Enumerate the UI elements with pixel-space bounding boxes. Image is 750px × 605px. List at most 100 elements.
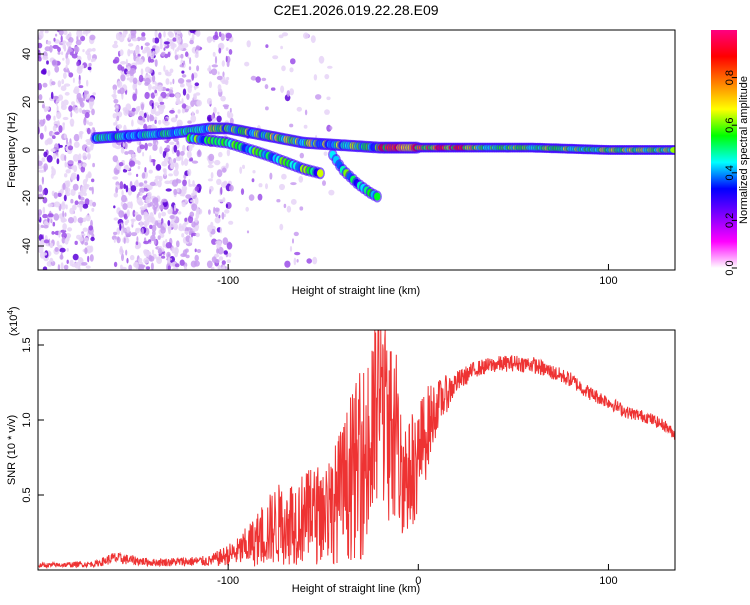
spectrogram-noise-blob — [132, 93, 137, 102]
spectrogram-noise-blob — [53, 192, 58, 199]
spectrogram-noise-blob — [51, 132, 56, 136]
spectrogram-noise-blob — [163, 41, 170, 45]
spectrogram-noise-blob — [121, 194, 127, 203]
spectrogram-noise-blob — [214, 31, 218, 39]
spectrogram-panel: -100 100 -40 -20 0 20 40 Height of straight l… — [6, 29, 676, 297]
spectrogram-noise-blob — [194, 186, 200, 192]
spectrogram-noise-blob — [63, 264, 69, 270]
spectrogram-noise-blob — [169, 256, 175, 263]
spectrogram-noise-blob — [144, 42, 150, 47]
spectrogram-noise-blob — [209, 188, 212, 195]
spectrogram-noise-blob — [270, 87, 276, 91]
spectrogram-noise-blob — [154, 119, 157, 124]
spectrogram-noise-blob — [76, 61, 80, 67]
spectrogram-noise-blob — [174, 54, 179, 61]
spectrogram-noise-blob — [222, 167, 227, 173]
spectrogram-noise-blob — [189, 39, 194, 45]
spectrogram-noise-blob — [158, 32, 162, 39]
spectrogram-noise-blob — [248, 194, 255, 201]
spectrogram-noise-blob — [148, 83, 152, 91]
snr-x-ticks: -100 0 100 — [217, 564, 618, 587]
spectrogram-noise-blob — [188, 231, 191, 236]
spectrogram-noise-blob — [172, 37, 177, 42]
spectrogram-noise-blob — [57, 46, 61, 53]
spectrogram-noise-blob — [131, 119, 134, 127]
snr-x-tick-label: 100 — [599, 575, 617, 587]
spectrogram-noise-blob — [41, 177, 45, 185]
spectrogram-noise-blob — [68, 37, 74, 43]
spectrogram-noise-blob — [89, 97, 95, 102]
spectrogram-noise-blob — [152, 159, 156, 167]
spectrogram-noise-blob — [194, 248, 197, 253]
spectrogram-noise-blob — [80, 196, 85, 201]
spectrogram-noise-blob — [62, 122, 65, 131]
spectrogram-track-cell — [374, 192, 381, 201]
spectrogram-noise-blob — [191, 192, 195, 197]
spectrogram-noise-blob — [187, 215, 194, 224]
spectrogram-noise-blob — [58, 30, 64, 36]
spectrogram-noise-blob — [216, 115, 222, 123]
spectrogram-noise-blob — [278, 34, 284, 39]
spectrogram-noise-blob — [167, 51, 171, 58]
spectrogram-noise-blob — [116, 227, 121, 235]
spectrogram-noise-blob — [78, 153, 82, 161]
spectrogram-noise-blob — [39, 132, 44, 140]
colorbar-gradient — [711, 30, 737, 268]
spectrogram-noise-blob — [168, 173, 174, 177]
spectrogram-noise-blob — [78, 64, 82, 72]
spectrogram-noise-blob — [184, 217, 188, 222]
spectrogram-noise-blob — [127, 172, 132, 176]
spectrogram-noise-blob — [87, 53, 92, 61]
spectrogram-noise-blob — [86, 79, 89, 87]
spectrogram-noise-blob — [269, 172, 273, 180]
spectrogram-noise-blob — [81, 109, 87, 115]
spectrogram-noise-blob — [144, 142, 148, 151]
spectrogram-noise-blob — [163, 120, 170, 126]
spectrogram-noise-blob — [64, 191, 71, 197]
spectrogram-noise-blob — [87, 255, 90, 263]
spectrogram-noise-blob — [159, 101, 165, 105]
spectrogram-noise-blob — [68, 105, 73, 112]
spectrogram-noise-blob — [165, 188, 172, 192]
snr-y-tick-label: 1.0 — [21, 412, 33, 427]
spectrogram-noise-blob — [152, 50, 155, 57]
spectrogram-noise-blob — [188, 66, 192, 71]
spectrogram-noise-blob — [208, 153, 215, 161]
spectrogram-noise-blob — [265, 44, 269, 48]
spectrogram-noise-blob — [130, 232, 138, 237]
spectrogram-noise-blob — [56, 158, 60, 165]
spectrogram-noise-blob — [219, 240, 222, 248]
spectrogram-noise-blob — [53, 152, 57, 160]
spectrogram-noise-blob — [174, 263, 180, 268]
spectrogram-noise-blob — [322, 180, 326, 186]
spectrogram-noise-blob — [78, 107, 83, 113]
spectrogram-noise-blob — [85, 214, 91, 222]
spectrogram-noise-blob — [92, 92, 96, 96]
spectrogram-noise-blob — [68, 31, 72, 39]
spectrogram-noise-blob — [293, 231, 299, 237]
spectrogram-noise-blob — [49, 244, 53, 248]
spectrogram-noise-blob — [63, 173, 68, 178]
spectrogram-noise-blob — [173, 158, 177, 164]
spectrogram-noise-blob — [120, 74, 126, 82]
spectrogram-noise-blob — [169, 141, 175, 145]
spectrogram-noise-blob — [181, 98, 184, 105]
spectrogram-noise-blob — [225, 32, 232, 39]
spectrogram-noise-blob — [138, 257, 143, 264]
spectrogram-noise-blob — [66, 259, 69, 264]
spectrogram-noise-blob — [206, 260, 213, 269]
spectrogram-noise-blob — [140, 45, 143, 50]
spectrogram-noise-blob — [156, 257, 163, 264]
spectrogram-noise-blob — [51, 135, 56, 140]
spectrogram-noise-blob — [210, 266, 215, 270]
spectrogram-noise-blob — [188, 179, 191, 186]
spectrogram-noise-blob — [220, 33, 225, 41]
spectrogram-noise-blob — [223, 250, 228, 255]
spectrogram-noise-blob — [53, 115, 56, 121]
spectrogram-noise-blob — [89, 254, 94, 262]
spectrogram-noise-blob — [171, 247, 176, 254]
spectrogram-noise-blob — [66, 248, 69, 252]
spectrogram-noise-blob — [78, 79, 81, 85]
spectrogram-noise-blob — [79, 203, 83, 212]
spectrogram-noise-blob — [154, 89, 158, 94]
